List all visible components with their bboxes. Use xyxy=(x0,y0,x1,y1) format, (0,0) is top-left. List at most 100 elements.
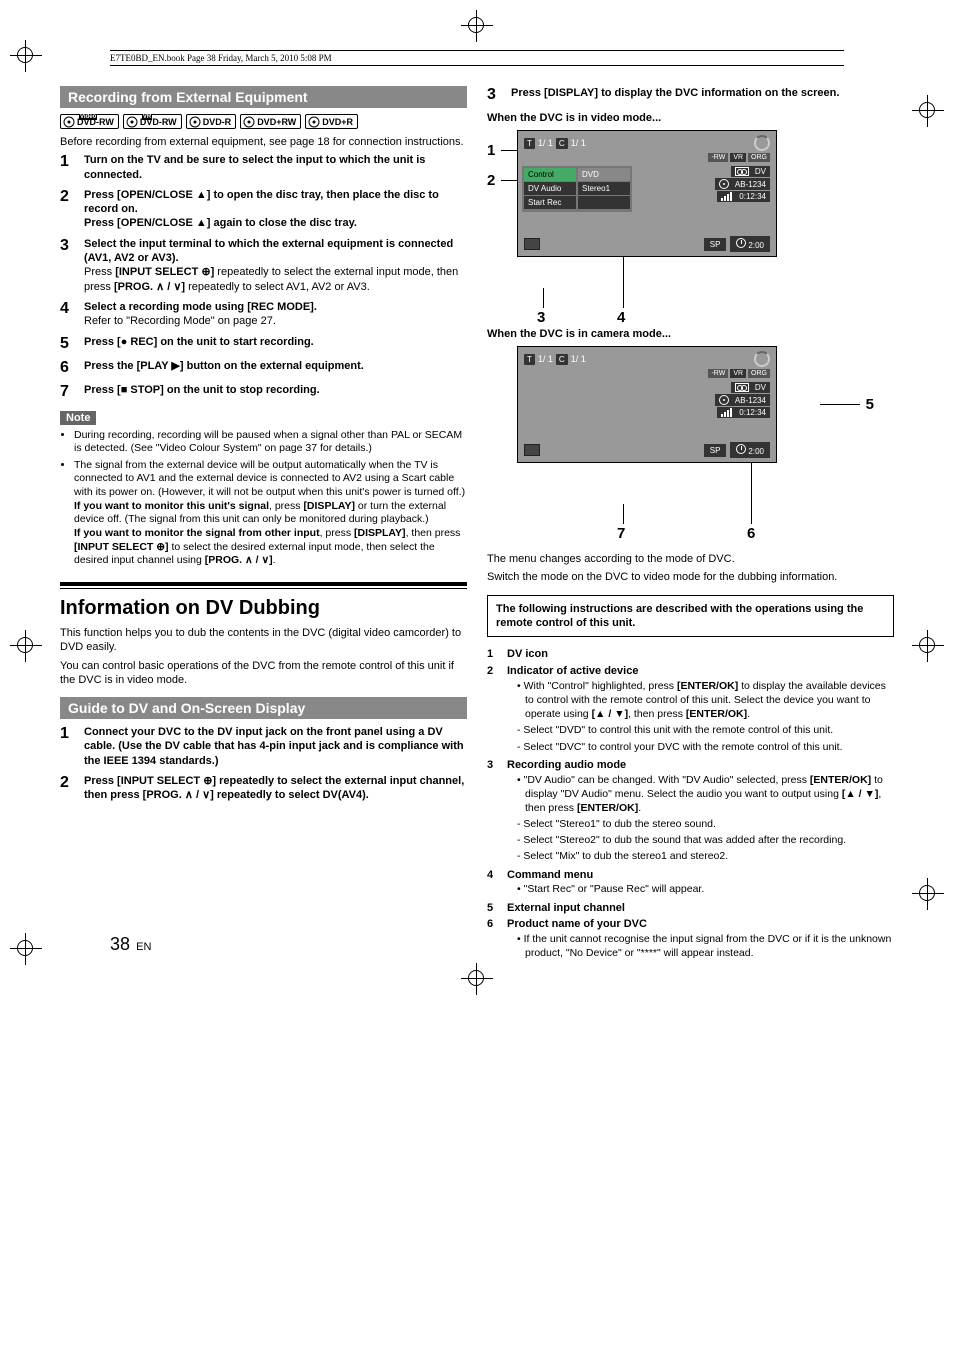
osd-badge: ORG xyxy=(748,369,770,378)
step: 6 Press the [PLAY ▶] button on the extern… xyxy=(60,359,467,377)
step-text: Press the [PLAY ▶] button on the externa… xyxy=(84,359,467,377)
step-text: Connect your DVC to the DV input jack on… xyxy=(84,725,467,768)
osd-menu-cell xyxy=(578,196,630,209)
callout-3: 3 xyxy=(537,309,545,326)
mode-label: When the DVC is in video mode... xyxy=(487,112,894,124)
definitions-list: 1 DV icon 2Indicator of active device• Wit… xyxy=(487,647,894,962)
callout-5: 5 xyxy=(866,396,874,413)
step-text: Select a recording mode using [REC MODE]… xyxy=(84,300,467,329)
osd-dur: 2:00 xyxy=(730,236,770,252)
disc-badge: VideoDVD-RW xyxy=(60,114,119,129)
osd-time: 0:12:34 xyxy=(739,192,766,201)
def-body: External input channel xyxy=(507,901,894,916)
disc-spin-icon xyxy=(754,135,770,151)
callout-7: 7 xyxy=(617,525,625,542)
step-number: 5 xyxy=(60,335,76,353)
section-title-dv-dubbing: Information on DV Dubbing xyxy=(60,597,467,620)
disc-badge: VRDVD-RW xyxy=(123,114,182,129)
disc-badge: DVD-R xyxy=(186,114,237,129)
step: 5Press [● REC] on the unit to start reco… xyxy=(60,335,467,353)
stop-icon xyxy=(524,444,540,456)
def-number: 5 xyxy=(487,901,499,916)
osd-sp: SP xyxy=(704,238,727,251)
step-number: 7 xyxy=(60,383,76,401)
def-number: 2 xyxy=(487,664,499,756)
section-title-recording: Recording from External Equipment xyxy=(60,86,467,108)
definition-item: 6Product name of your DVC• If the unit c… xyxy=(487,917,894,962)
left-column: Recording from External Equipment VideoD… xyxy=(60,86,467,965)
step: 2 Press [INPUT SELECT ⊕] repeatedly to se… xyxy=(60,774,467,803)
osd-video-mode: 1 2 3 4 T 1/ 1 C 1/ 1 -RW xyxy=(487,130,894,320)
body-text: You can control basic operations of the … xyxy=(60,659,467,688)
osd-dv: DV xyxy=(755,167,766,176)
callout-6: 6 xyxy=(747,525,755,542)
step: 1Connect your DVC to the DV input jack o… xyxy=(60,725,467,768)
page-number: 38 EN xyxy=(110,934,151,955)
body-text: The menu changes according to the mode o… xyxy=(487,552,894,566)
definition-item: 3Recording audio mode• "DV Audio" can be… xyxy=(487,758,894,866)
osd-dur: 2:00 xyxy=(730,442,770,458)
note-label: Note xyxy=(60,411,96,425)
osd-badge: -RW xyxy=(708,153,728,162)
osd-menu-cell: DV Audio xyxy=(524,182,576,195)
step-text: Press [INPUT SELECT ⊕] repeatedly to sel… xyxy=(84,774,467,803)
step-number: 3 xyxy=(487,86,503,104)
disc-badge: DVD+R xyxy=(305,114,358,129)
step-text: Press [OPEN/CLOSE ▲] to open the disc tr… xyxy=(84,188,467,231)
body-text: This function helps you to dub the conte… xyxy=(60,626,467,655)
osd-menu-cell: DVD xyxy=(578,168,630,181)
definition-item: 1 DV icon xyxy=(487,647,894,662)
disc-icon xyxy=(719,395,729,405)
callout-4: 4 xyxy=(617,309,625,326)
osd-model: AB-1234 xyxy=(735,396,766,405)
mode-label: When the DVC is in camera mode... xyxy=(487,328,894,340)
def-number: 4 xyxy=(487,868,499,899)
instruction-callout: The following instructions are described… xyxy=(487,595,894,638)
osd-t-chip: T xyxy=(524,138,535,149)
step-number: 1 xyxy=(60,725,76,768)
osd-sp: SP xyxy=(704,444,727,457)
osd-time: 0:12:34 xyxy=(739,408,766,417)
def-body: DV icon xyxy=(507,647,894,662)
bars-icon xyxy=(721,408,733,417)
osd-menu-cell: Control xyxy=(524,168,576,181)
disc-type-badges: VideoDVD-RW VRDVD-RW DVD-R DVD+RW DVD+R xyxy=(60,114,467,129)
bars-icon xyxy=(721,192,733,201)
def-body: Indicator of active device• With "Contro… xyxy=(507,664,894,756)
callout-1: 1 xyxy=(487,142,495,159)
osd-dv: DV xyxy=(755,383,766,392)
osd-menu-cell: Start Rec xyxy=(524,196,576,209)
step-number: 2 xyxy=(60,774,76,803)
osd-c-value: 1/ 1 xyxy=(571,354,586,364)
step-text: Press [■ STOP] on the unit to stop recor… xyxy=(84,383,467,401)
stop-icon xyxy=(524,238,540,250)
disc-spin-icon xyxy=(754,351,770,367)
tape-icon xyxy=(735,167,749,176)
step: 1Turn on the TV and be sure to select th… xyxy=(60,153,467,182)
osd-menu-cell: Stereo1 xyxy=(578,182,630,195)
def-number: 1 xyxy=(487,647,499,662)
def-body: Command menu• "Start Rec" or "Pause Rec"… xyxy=(507,868,894,899)
section-title-guide: Guide to DV and On-Screen Display xyxy=(60,697,467,719)
body-text: Switch the mode on the DVC to video mode… xyxy=(487,570,894,584)
def-body: Product name of your DVC• If the unit ca… xyxy=(507,917,894,962)
def-body: Recording audio mode• "DV Audio" can be … xyxy=(507,758,894,866)
step-text: Select the input terminal to which the e… xyxy=(84,237,467,294)
disc-badge: DVD+RW xyxy=(240,114,301,129)
callout-2: 2 xyxy=(487,172,495,189)
osd-t-chip: T xyxy=(524,354,535,365)
osd-badge: -RW xyxy=(708,369,728,378)
step: 7 Press [■ STOP] on the unit to stop reco… xyxy=(60,383,467,401)
osd-c-chip: C xyxy=(556,354,568,365)
def-number: 6 xyxy=(487,917,499,962)
step-number: 4 xyxy=(60,300,76,329)
step-number: 6 xyxy=(60,359,76,377)
book-header: E7TE0BD_EN.book Page 38 Friday, March 5,… xyxy=(110,50,844,66)
osd-c-value: 1/ 1 xyxy=(571,138,586,148)
step: 3 Press [DISPLAY] to display the DVC inf… xyxy=(487,86,894,104)
definition-item: 4 Command menu• "Start Rec" or "Pause Rec… xyxy=(487,868,894,899)
intro-text: Before recording from external equipment… xyxy=(60,135,467,149)
step: 4 Select a recording mode using [REC MODE… xyxy=(60,300,467,329)
osd-badge: VR xyxy=(730,369,746,378)
osd-t-value: 1/ 1 xyxy=(538,354,553,364)
